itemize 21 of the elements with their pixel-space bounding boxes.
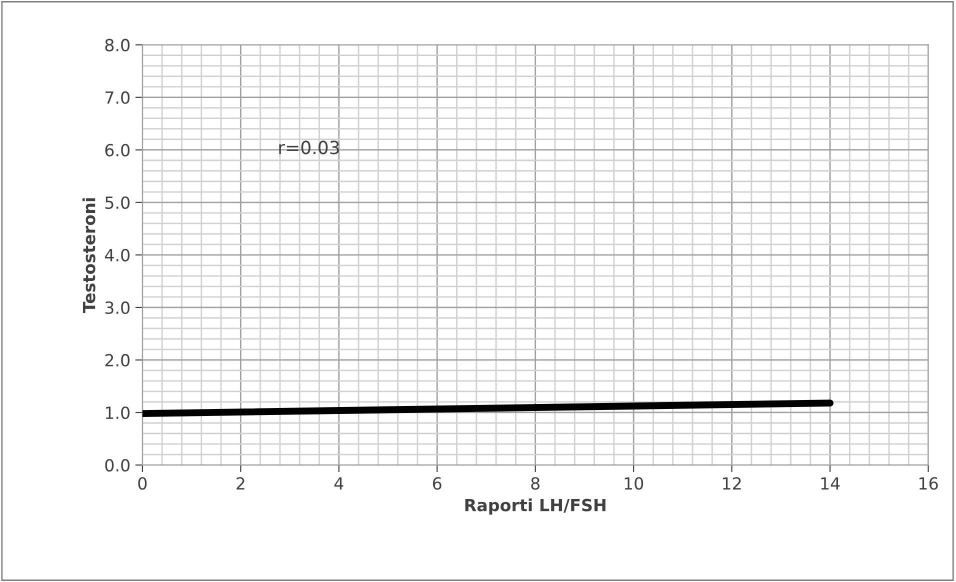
y-tick-label: 1.0 (106, 406, 130, 420)
x-tick-label: 8 (531, 477, 540, 490)
y-tick-label: 2.0 (105, 354, 130, 367)
x-axis-title: Raporti LH/FSH (465, 498, 606, 515)
x-tick-label: 10 (624, 477, 644, 490)
x-tick-label: 2 (236, 477, 244, 490)
x-tick-label: 4 (334, 477, 344, 490)
y-tick-label: 7.0 (106, 91, 130, 104)
y-tick-label: 5.0 (105, 196, 130, 209)
annotation: r=0.03 (279, 140, 339, 154)
x-tick-label: 12 (723, 477, 741, 490)
x-tick-label: 16 (920, 477, 938, 490)
y-axis-title: Testosteroni (82, 198, 96, 313)
y-tick-label: 4.0 (104, 248, 130, 262)
x-tick-label: 0 (138, 477, 147, 490)
y-tick-label: 0.0 (105, 458, 130, 472)
y-tick-label: 3.0 (105, 301, 130, 314)
y-tick-label: 6.0 (105, 144, 130, 156)
y-tick-label: 8.0 (105, 38, 130, 52)
x-tick-label: 6 (432, 477, 442, 490)
x-tick-label: 14 (821, 477, 840, 490)
